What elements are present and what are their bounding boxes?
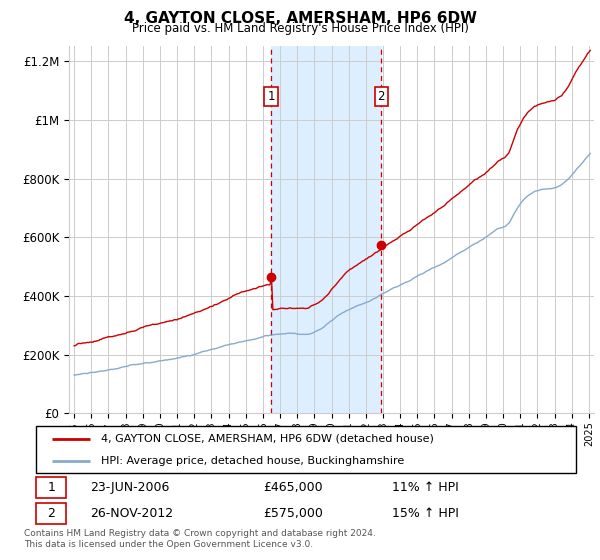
Text: £575,000: £575,000 [263, 507, 323, 520]
Text: 2: 2 [377, 90, 385, 103]
Text: 11% ↑ HPI: 11% ↑ HPI [392, 481, 459, 494]
Text: 4, GAYTON CLOSE, AMERSHAM, HP6 6DW: 4, GAYTON CLOSE, AMERSHAM, HP6 6DW [124, 11, 476, 26]
FancyBboxPatch shape [36, 503, 66, 524]
Text: 2: 2 [47, 507, 55, 520]
Text: Price paid vs. HM Land Registry's House Price Index (HPI): Price paid vs. HM Land Registry's House … [131, 22, 469, 35]
Text: 1: 1 [47, 481, 55, 494]
Text: 23-JUN-2006: 23-JUN-2006 [90, 481, 169, 494]
FancyBboxPatch shape [36, 426, 576, 473]
Text: 15% ↑ HPI: 15% ↑ HPI [392, 507, 459, 520]
Text: 4, GAYTON CLOSE, AMERSHAM, HP6 6DW (detached house): 4, GAYTON CLOSE, AMERSHAM, HP6 6DW (deta… [101, 434, 434, 444]
Text: Contains HM Land Registry data © Crown copyright and database right 2024.
This d: Contains HM Land Registry data © Crown c… [24, 529, 376, 549]
Text: £465,000: £465,000 [263, 481, 322, 494]
Bar [271, 46, 381, 413]
Text: 26-NOV-2012: 26-NOV-2012 [90, 507, 173, 520]
FancyBboxPatch shape [36, 477, 66, 498]
Text: HPI: Average price, detached house, Buckinghamshire: HPI: Average price, detached house, Buck… [101, 456, 404, 466]
Text: 1: 1 [267, 90, 275, 103]
